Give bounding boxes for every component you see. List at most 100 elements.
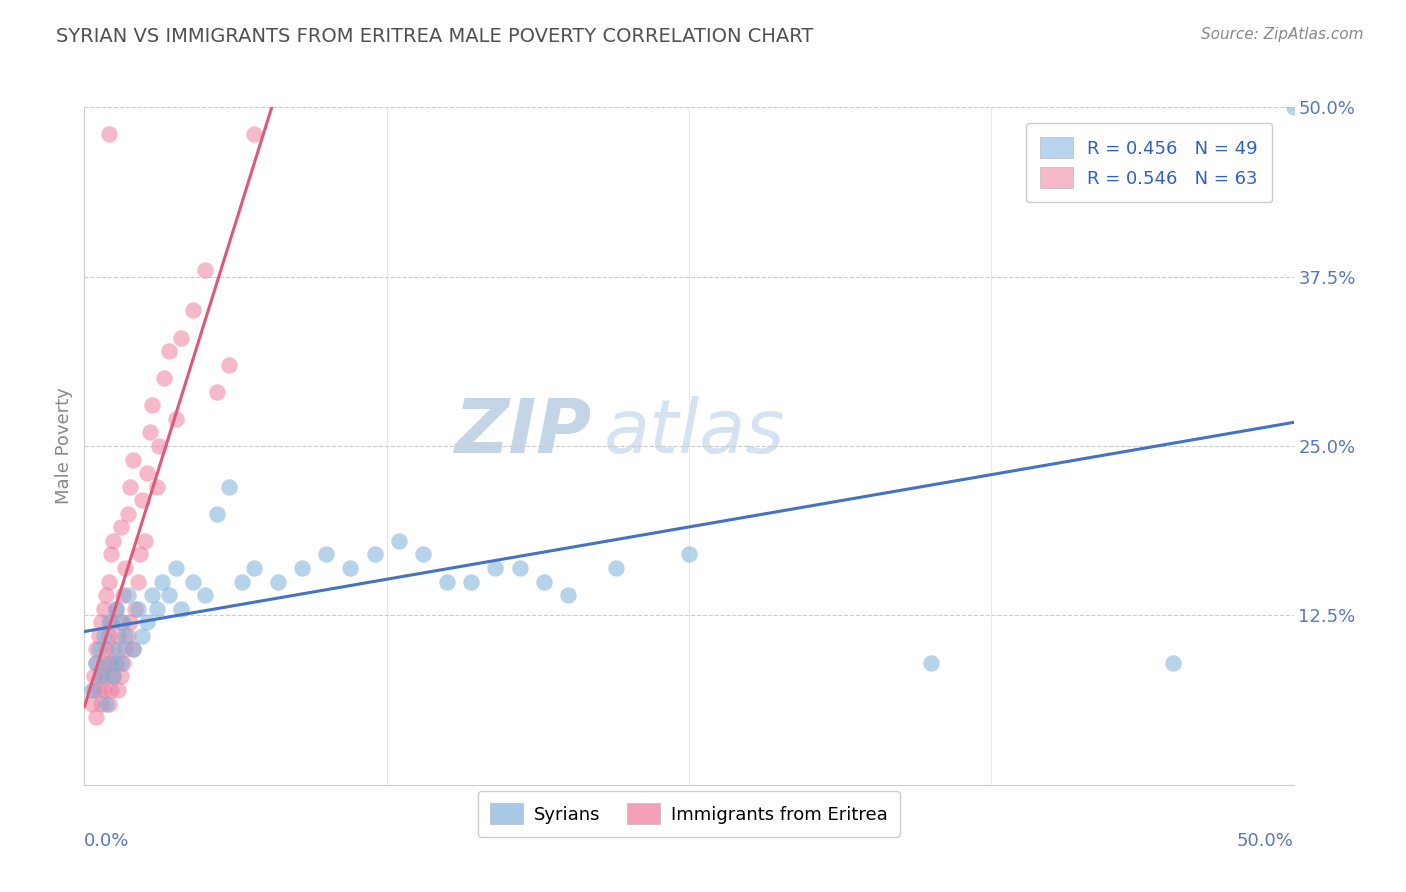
Point xyxy=(170,601,193,615)
Point xyxy=(80,697,103,711)
Point xyxy=(412,548,434,562)
Text: SYRIAN VS IMMIGRANTS FROM ERITREA MALE POVERTY CORRELATION CHART: SYRIAN VS IMMIGRANTS FROM ERITREA MALE P… xyxy=(56,27,814,45)
Point xyxy=(100,683,122,698)
Point xyxy=(97,574,120,589)
Point xyxy=(484,561,506,575)
Text: 50.0%: 50.0% xyxy=(1237,832,1294,850)
Point xyxy=(97,127,120,141)
Point xyxy=(93,656,115,670)
Point xyxy=(120,480,142,494)
Point xyxy=(127,601,149,615)
Point xyxy=(104,601,127,615)
Point xyxy=(388,533,411,548)
Point xyxy=(87,683,110,698)
Point xyxy=(170,330,193,344)
Point xyxy=(131,493,153,508)
Point xyxy=(146,480,169,494)
Point xyxy=(141,588,163,602)
Point xyxy=(141,398,163,412)
Point xyxy=(207,507,229,521)
Point xyxy=(339,561,361,575)
Point xyxy=(86,710,108,724)
Point xyxy=(181,574,204,589)
Point xyxy=(157,588,180,602)
Point xyxy=(121,642,143,657)
Point xyxy=(165,412,187,426)
Point xyxy=(90,669,112,683)
Point xyxy=(112,588,135,602)
Point xyxy=(114,561,136,575)
Point xyxy=(207,384,229,399)
Point xyxy=(103,669,125,683)
Point xyxy=(94,697,117,711)
Point xyxy=(533,574,555,589)
Point xyxy=(90,615,112,630)
Point xyxy=(218,480,240,494)
Point xyxy=(90,669,112,683)
Point xyxy=(86,642,108,657)
Point xyxy=(194,262,217,277)
Point xyxy=(1282,100,1305,114)
Point xyxy=(104,601,127,615)
Point xyxy=(315,548,337,562)
Point xyxy=(127,574,149,589)
Point xyxy=(165,561,187,575)
Point xyxy=(131,629,153,643)
Point xyxy=(678,548,700,562)
Point xyxy=(363,548,385,562)
Point xyxy=(110,656,132,670)
Point xyxy=(97,656,120,670)
Point xyxy=(97,629,120,643)
Point xyxy=(153,371,176,385)
Point xyxy=(110,520,132,534)
Text: ZIP: ZIP xyxy=(456,396,592,469)
Point xyxy=(231,574,253,589)
Point xyxy=(87,629,110,643)
Point xyxy=(129,548,152,562)
Point xyxy=(103,533,125,548)
Point xyxy=(148,439,170,453)
Point xyxy=(86,656,108,670)
Point xyxy=(121,642,143,657)
Point xyxy=(112,615,135,630)
Point xyxy=(112,656,135,670)
Point xyxy=(1161,656,1184,670)
Point xyxy=(181,303,204,318)
Point xyxy=(114,629,136,643)
Point xyxy=(94,588,117,602)
Point xyxy=(291,561,314,575)
Point xyxy=(80,683,103,698)
Point xyxy=(94,669,117,683)
Point xyxy=(460,574,482,589)
Point xyxy=(94,642,117,657)
Point xyxy=(97,697,120,711)
Point xyxy=(138,425,160,440)
Point xyxy=(242,127,264,141)
Point xyxy=(136,615,159,630)
Y-axis label: Male Poverty: Male Poverty xyxy=(55,388,73,504)
Text: 0.0%: 0.0% xyxy=(84,832,129,850)
Point xyxy=(110,669,132,683)
Point xyxy=(134,533,156,548)
Point xyxy=(90,697,112,711)
Point xyxy=(83,669,105,683)
Point xyxy=(194,588,217,602)
Point xyxy=(557,588,579,602)
Point xyxy=(104,656,127,670)
Point xyxy=(605,561,627,575)
Point xyxy=(93,683,115,698)
Point xyxy=(100,548,122,562)
Point xyxy=(436,574,458,589)
Point xyxy=(103,669,125,683)
Point xyxy=(146,601,169,615)
Text: atlas: atlas xyxy=(605,396,786,468)
Point xyxy=(86,656,108,670)
Point xyxy=(114,642,136,657)
Point xyxy=(121,452,143,467)
Point xyxy=(103,642,125,657)
Point xyxy=(218,358,240,372)
Point xyxy=(107,629,129,643)
Text: Source: ZipAtlas.com: Source: ZipAtlas.com xyxy=(1201,27,1364,42)
Point xyxy=(100,656,122,670)
Point xyxy=(136,466,159,480)
